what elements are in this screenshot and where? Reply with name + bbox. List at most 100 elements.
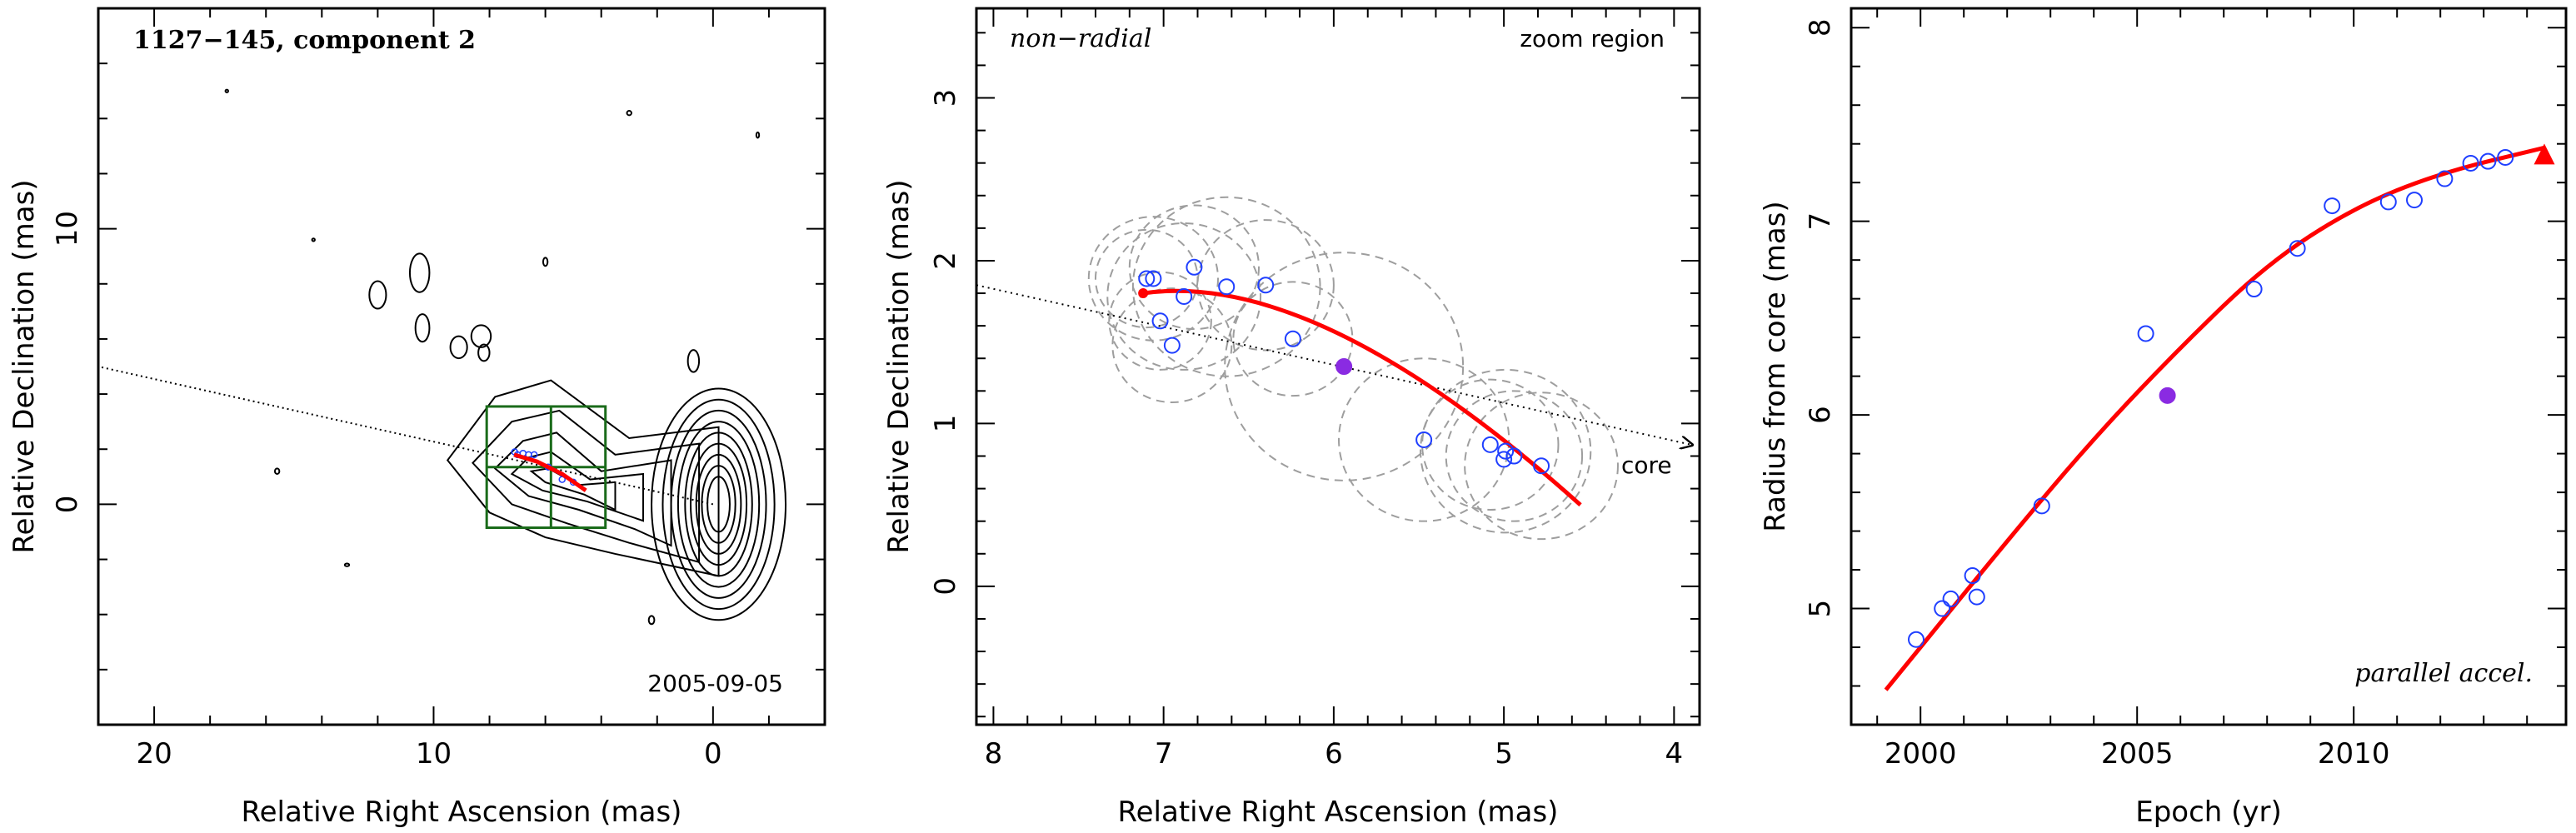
y-tick-label: 6 <box>1804 406 1837 424</box>
panel2-zoom-label: zoom region <box>1520 25 1665 52</box>
panel1-date: 2005-09-05 <box>647 670 783 697</box>
panel2-core-label: core <box>1621 451 1672 479</box>
panel-radius-vs-epoch: 2000 2005 2010 5 6 7 8 parallel accel. Epoch (… <box>1759 7 2568 829</box>
x-tick-label: 8 <box>985 737 1003 771</box>
data-point <box>1284 330 1301 347</box>
data-point <box>2497 148 2514 166</box>
data-point <box>1495 451 1513 468</box>
core-contour <box>651 387 787 621</box>
data-point <box>1145 270 1162 287</box>
y-tick-label: 7 <box>1804 212 1837 231</box>
panel2-frame <box>975 7 1701 726</box>
core-contour <box>661 398 776 611</box>
data-point <box>2479 152 2497 170</box>
radial-direction-line <box>98 366 714 506</box>
contour-blob <box>647 615 656 626</box>
panel2-xlabel: Relative Right Ascension (mas) <box>1118 796 1559 829</box>
jet-contour <box>510 451 644 522</box>
highlighted-point <box>1335 358 1353 375</box>
data-point <box>1138 270 1156 287</box>
panel1-xlabel: Relative Right Ascension (mas) <box>242 796 682 829</box>
data-point <box>1908 631 1925 648</box>
contour-blob <box>477 343 491 362</box>
x-tick-label: 20 <box>136 737 172 771</box>
panel3-annotation: parallel accel. <box>2354 659 2533 688</box>
data-point <box>1176 287 1193 305</box>
uncertainty-circle <box>1108 271 1212 371</box>
y-tick-label: 1 <box>929 415 962 433</box>
uncertainty-circle <box>1111 287 1233 403</box>
data-point <box>1218 278 1236 296</box>
contour-blob <box>311 237 316 242</box>
jet-contour <box>529 467 617 511</box>
y-tick-label: 3 <box>929 89 962 107</box>
contour-blob <box>755 131 761 139</box>
panel3-ylabel: Radius from core (mas) <box>1759 201 1792 531</box>
data-point <box>1942 590 1959 607</box>
jet-contour <box>446 379 720 577</box>
uncertainty-circle <box>1106 222 1262 371</box>
data-point <box>2137 325 2154 342</box>
panel1-ylabel: Relative Declination (mas) <box>7 179 41 553</box>
panel2-nonradial-label: non−radial <box>1010 24 1151 53</box>
track-marker <box>558 476 566 483</box>
x-tick-label: 6 <box>1325 737 1343 771</box>
contour-blob <box>273 467 281 476</box>
panel2-ticks: 8 7 6 5 4 0 1 2 3 <box>929 8 1700 771</box>
uncertainty-circle <box>1224 252 1465 481</box>
y-tick-label: 5 <box>1804 600 1837 618</box>
zoom-plot-area <box>976 196 1691 541</box>
highlighted-point <box>2159 387 2176 404</box>
core-contour <box>676 421 761 588</box>
contour-blob <box>449 335 468 360</box>
y-tick-label: 0 <box>929 577 962 596</box>
contour-blob <box>686 349 701 373</box>
panel-contour-map: 20 10 0 0 10 1127−145, component 2 2005-09-0… <box>7 7 826 829</box>
data-point <box>1934 600 1951 617</box>
data-point <box>2406 192 2423 209</box>
panel3-frame <box>1850 7 2568 726</box>
data-point <box>1964 567 1981 585</box>
x-tick-label: 2005 <box>2101 737 2174 771</box>
x-tick-label: 7 <box>1155 737 1173 771</box>
y-tick-label: 8 <box>1804 18 1837 37</box>
panel1-ticks: 20 10 0 0 10 <box>51 7 826 771</box>
data-point <box>2462 154 2479 172</box>
data-point <box>1257 277 1275 294</box>
panel-zoom-region: 8 7 6 5 4 0 1 2 3 non−radial zoom region core Re… <box>882 7 1701 829</box>
trajectory-line <box>513 452 587 492</box>
x-tick-label: 2010 <box>2318 737 2390 771</box>
x-tick-label: 5 <box>1495 737 1513 771</box>
panel1-title: 1127−145, component 2 <box>133 26 476 55</box>
data-point <box>1415 431 1433 448</box>
trajectory-start-dot <box>1138 288 1149 299</box>
uncertainty-circle <box>1131 196 1321 377</box>
contour-blob <box>414 313 431 343</box>
contour-plot-area <box>98 88 787 626</box>
data-point <box>1505 447 1523 465</box>
uncertainty-circle <box>1420 368 1592 534</box>
jet-contour <box>493 431 672 547</box>
contour-blob <box>343 562 351 567</box>
uncertainty-circle <box>1196 219 1335 352</box>
panel3-ticks: 2000 2005 2010 5 6 7 8 <box>1804 8 2566 771</box>
uncertainty-circle <box>1087 216 1220 342</box>
uncertainty-circle <box>1464 392 1619 541</box>
contour-blob <box>224 88 229 93</box>
data-point <box>1186 258 1203 276</box>
data-point <box>2324 197 2341 215</box>
y-tick-label: 10 <box>51 211 84 247</box>
data-point <box>1497 442 1515 460</box>
data-point <box>2245 281 2263 298</box>
x-tick-label: 2000 <box>1885 737 1957 771</box>
x-tick-label: 0 <box>704 737 722 771</box>
uncertainty-circle <box>1338 357 1510 522</box>
contour-blob <box>626 110 632 117</box>
panel2-ylabel: Relative Declination (mas) <box>882 179 916 553</box>
panel3-xlabel: Epoch (yr) <box>2135 796 2282 829</box>
y-tick-label: 2 <box>929 252 962 270</box>
fit-curve <box>1884 141 2549 691</box>
y-tick-label: 0 <box>51 496 84 514</box>
contour-blob <box>408 252 431 293</box>
